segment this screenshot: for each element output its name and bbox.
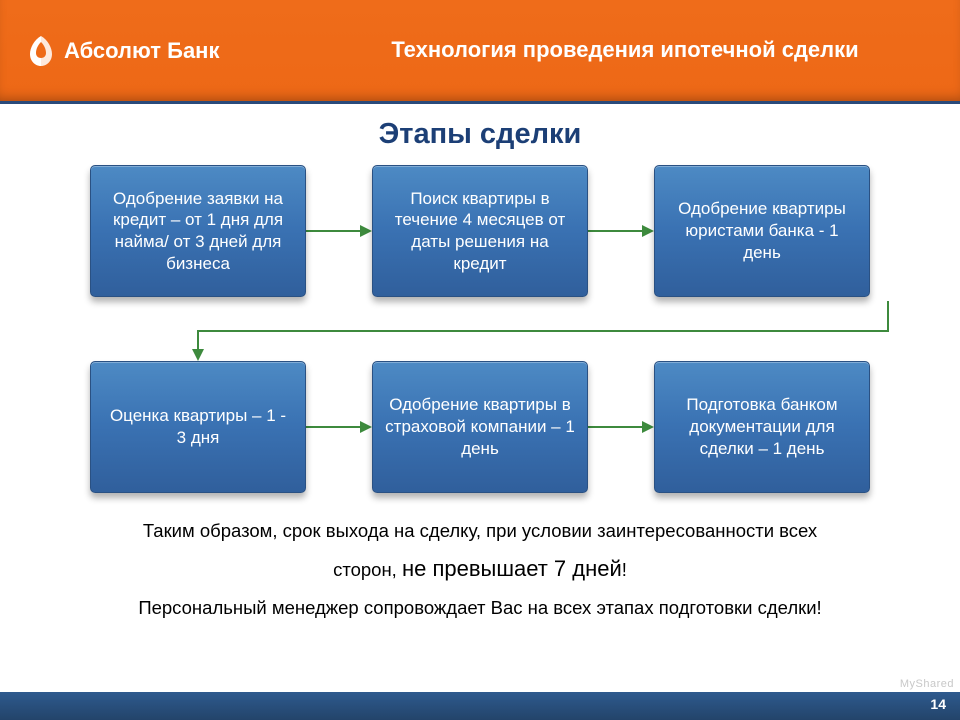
flow-box-3: Одобрение квартиры юристами банка - 1 де… [654,165,870,297]
flow-row-2: Оценка квартиры – 1 - 3 дня Одобрение кв… [40,361,920,493]
page-number: 14 [930,696,946,712]
logo-icon [26,34,56,68]
flow-box-2: Поиск квартиры в течение 4 месяцев от да… [372,165,588,297]
header-bar: Абсолют Банк Технология проведения ипоте… [0,0,960,104]
flow-box-4-text: Оценка квартиры – 1 - 3 дня [103,405,293,449]
summary-line-1: Таким образом, срок выхода на сделку, пр… [40,513,920,548]
arrow-4-5 [306,417,372,437]
bottom-text: Таким образом, срок выхода на сделку, пр… [40,513,920,625]
summary-1b: сторон, [333,559,402,580]
summary-1a: Таким образом, срок выхода на сделку, пр… [143,520,817,541]
flow-box-5-text: Одобрение квартиры в страховой компании … [385,394,575,459]
footer-bar: 14 [0,692,960,720]
bank-name: Абсолют Банк [64,38,219,64]
content-area: Этапы сделки Одобрение заявки на кредит … [0,104,960,625]
summary-line-2: Персональный менеджер сопровождает Вас н… [40,590,920,625]
watermark: MyShared [900,678,954,690]
flow-row-1: Одобрение заявки на кредит – от 1 дня дл… [40,165,920,297]
flow-box-1: Одобрение заявки на кредит – от 1 дня дл… [90,165,306,297]
subtitle: Этапы сделки [40,118,920,151]
flow-box-5: Одобрение квартиры в страховой компании … [372,361,588,493]
connector-row1-row2 [40,301,920,361]
flow-box-2-text: Поиск квартиры в течение 4 месяцев от да… [385,188,575,275]
arrow-1-2 [306,221,372,241]
page-title: Технология проведения ипотечной сделки [360,36,890,65]
flow-box-4: Оценка квартиры – 1 - 3 дня [90,361,306,493]
summary-highlight: не превышает 7 дней [402,556,622,581]
summary-line-1b: сторон, не превышает 7 дней! [40,548,920,590]
flow-box-1-text: Одобрение заявки на кредит – от 1 дня дл… [103,188,293,275]
summary-exclaim: ! [622,559,627,580]
flow-box-6: Подготовка банком документации для сделк… [654,361,870,493]
arrow-5-6 [588,417,654,437]
bank-logo: Абсолют Банк [26,34,219,68]
flow-box-6-text: Подготовка банком документации для сделк… [667,394,857,459]
flow-box-3-text: Одобрение квартиры юристами банка - 1 де… [667,198,857,263]
arrow-2-3 [588,221,654,241]
